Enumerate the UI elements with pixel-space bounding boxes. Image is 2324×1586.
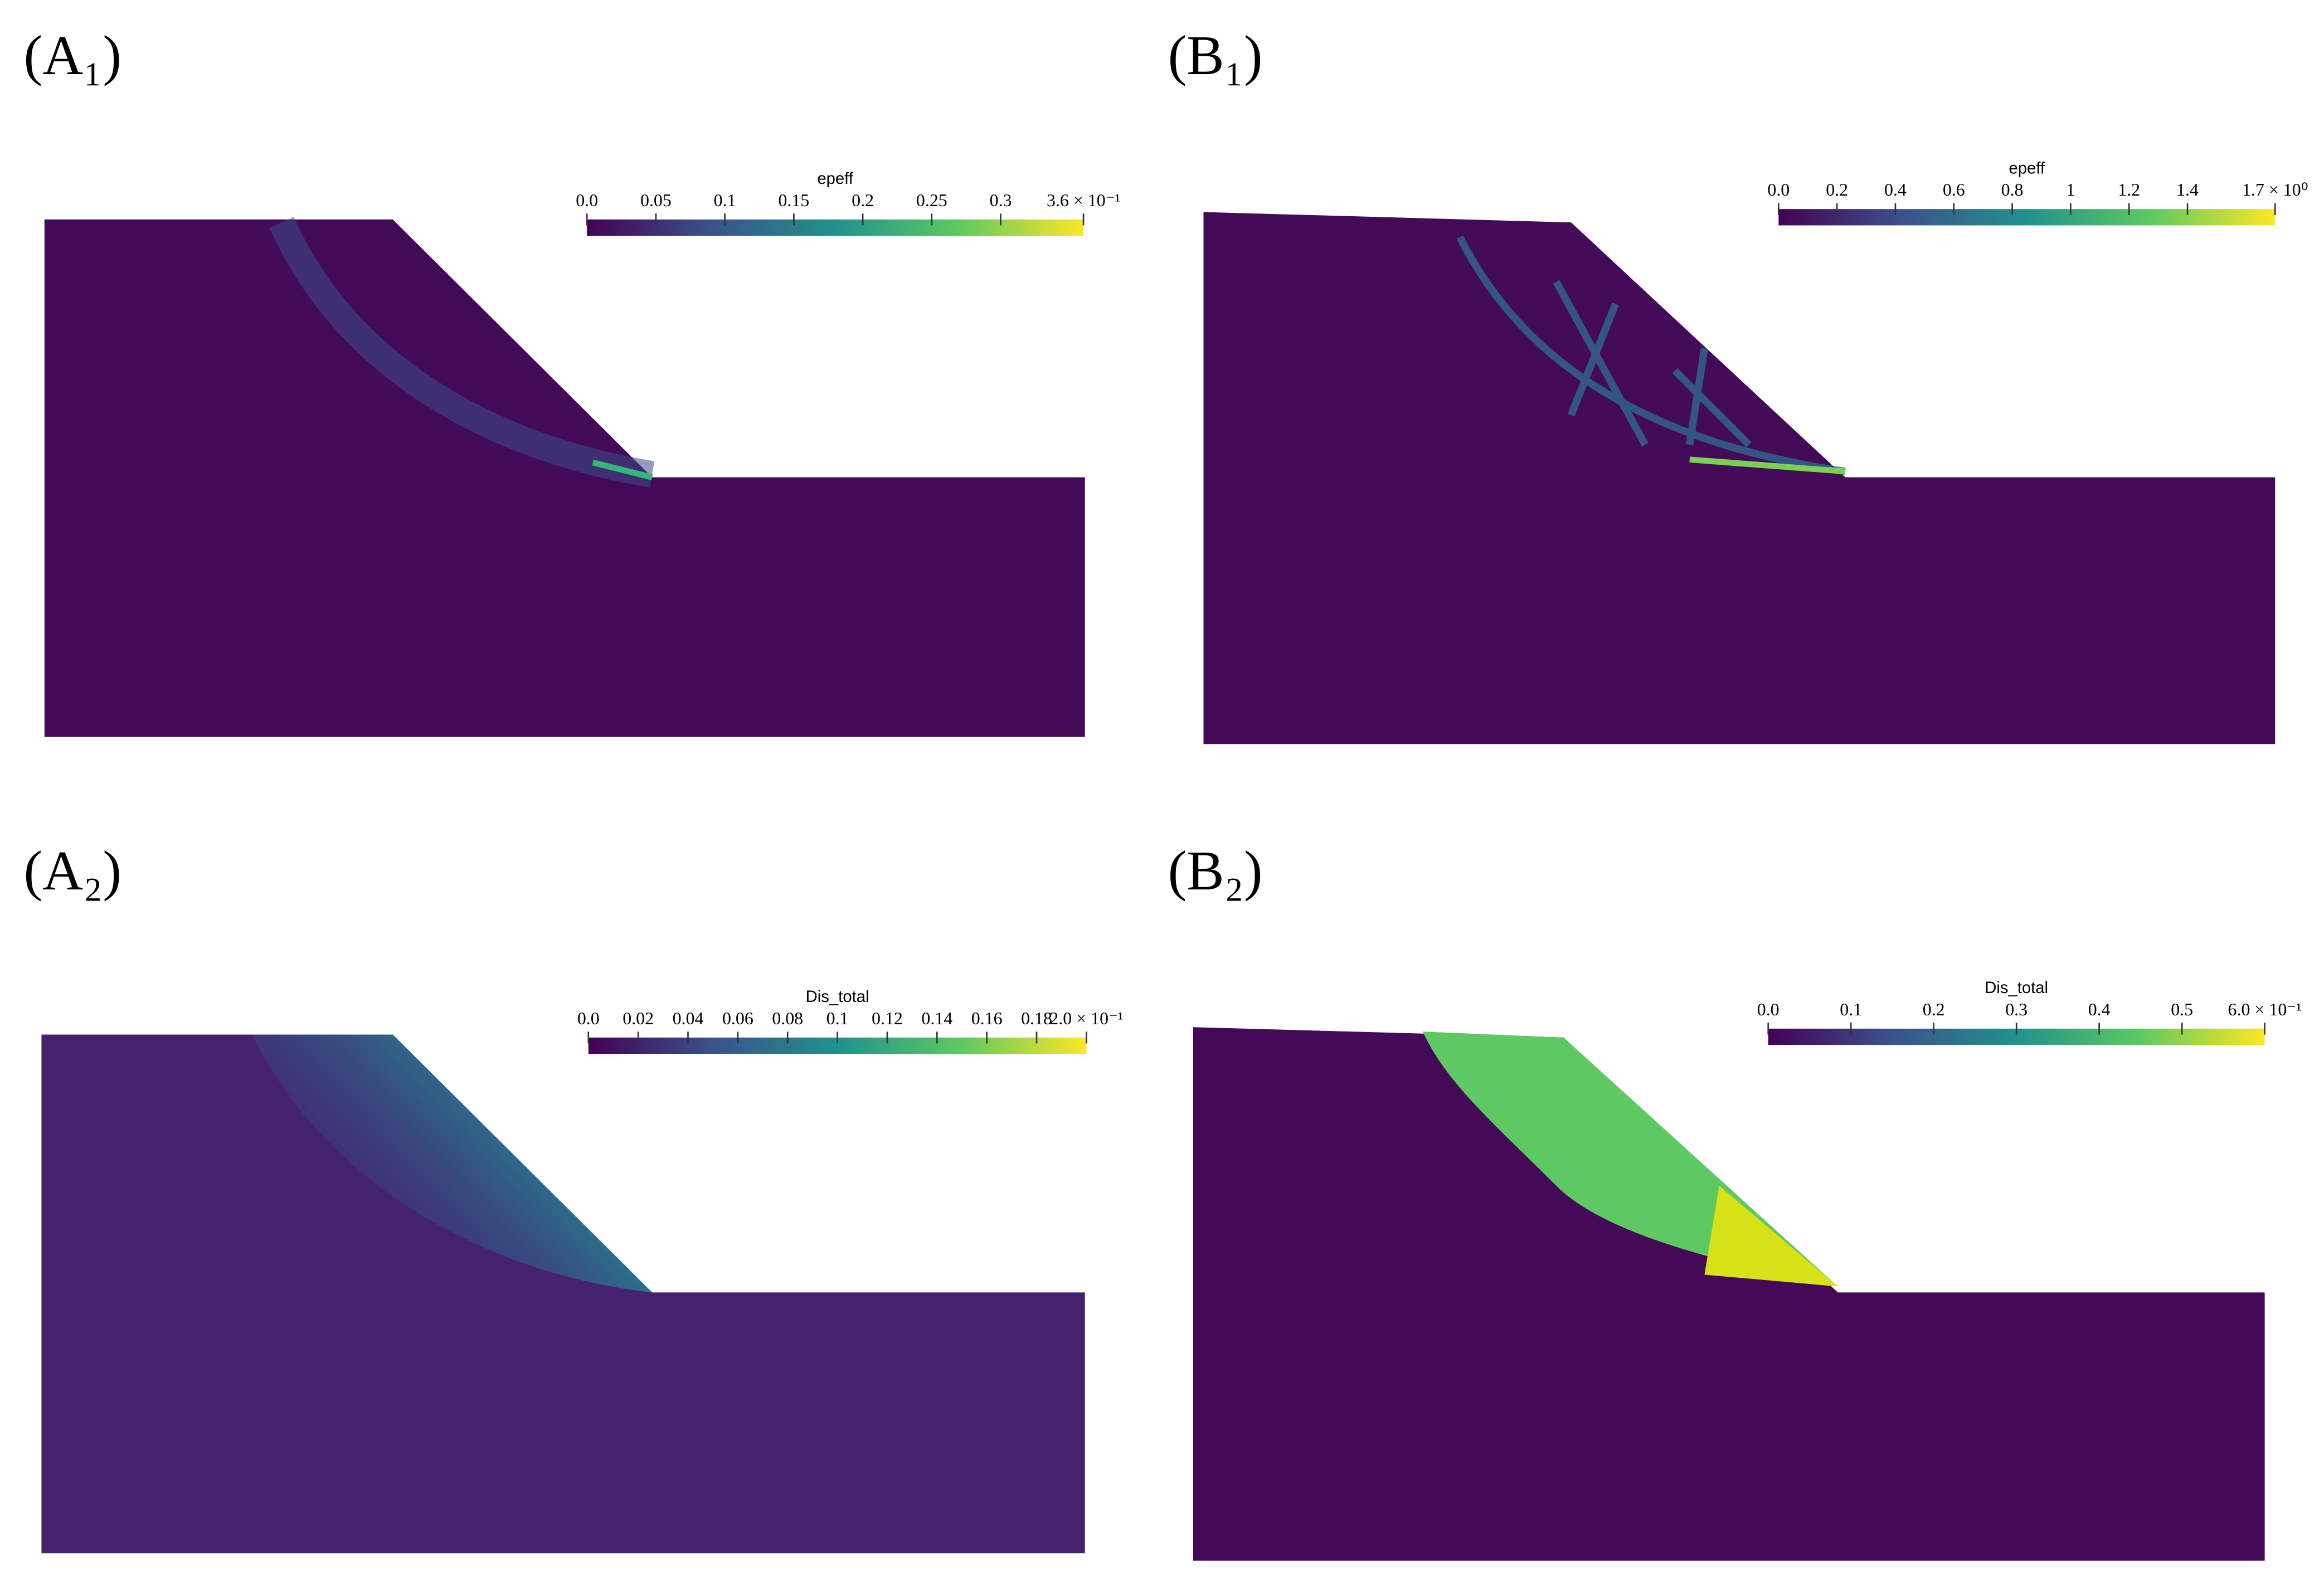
colorbar-tick-label: 0.5	[2171, 1000, 2193, 1019]
colorbar-tick-label: 0.05	[640, 191, 672, 210]
colorbar-tick-label: 0.14	[921, 1009, 952, 1028]
colorbar-tick-label: 0.12	[872, 1009, 903, 1028]
slope-domain	[44, 219, 1085, 737]
panel-label: (B₁)	[1168, 24, 1263, 86]
colorbar-tick-label: 0.0	[1767, 180, 1790, 200]
colorbar-tick-label: 3.6 × 10⁻¹	[1047, 191, 1120, 210]
colorbar-tick-label: 0.6	[1943, 180, 1965, 200]
colorbar-tick-label: 0.06	[722, 1009, 753, 1028]
colorbar-tick-label: 0.3	[2005, 1000, 2028, 1019]
colorbar-tick-label: 0.15	[778, 191, 809, 210]
colorbar-tick-label: 1.2	[2118, 180, 2140, 200]
colorbar	[587, 219, 1084, 236]
colorbar-tick-label: 0.02	[623, 1009, 654, 1028]
colorbar-tick-label: 0.04	[673, 1009, 704, 1028]
colorbar-tick-label: 1.4	[2176, 180, 2199, 200]
colorbar-tick-label: 0.0	[1757, 1000, 1780, 1019]
colorbar-tick-label: 0.4	[2088, 1000, 2111, 1019]
shear-bands	[1456, 235, 1846, 475]
colorbar-tick-label: 0.1	[826, 1009, 849, 1028]
colorbar-tick-label: 0.2	[852, 191, 874, 210]
displacement-peak	[1704, 1185, 1838, 1287]
colorbar-tick-label: 0.0	[576, 191, 598, 210]
colorbar-title: epeff	[2009, 159, 2045, 177]
shear-band	[269, 217, 655, 488]
colorbar-tick-label: 6.0 × 10⁻¹	[2228, 1000, 2302, 1019]
slope-domain	[1193, 1027, 2265, 1561]
colorbar-tick-label: 0.08	[772, 1009, 803, 1028]
colorbar-tick-label: 0.16	[971, 1009, 1003, 1028]
colorbar	[1778, 209, 2276, 226]
colorbar-tick-label: 0.8	[2001, 180, 2024, 200]
colorbar-title: epeff	[817, 170, 853, 188]
colorbar-tick-label: 0.1	[714, 191, 736, 210]
colorbar-tick-label: 0.18	[1021, 1009, 1052, 1028]
slope-domain	[41, 1034, 1085, 1554]
colorbar-tick-label: 0.0	[577, 1009, 600, 1028]
shear-band-tip	[592, 459, 653, 480]
colorbar-tick-label: 1.7 × 10⁰	[2242, 180, 2308, 200]
panel-label: (A₂)	[24, 839, 121, 902]
colorbar-tick-label: 2.0 × 10⁻¹	[1049, 1009, 1123, 1028]
colorbar-tick-label: 0.1	[1840, 1000, 1862, 1019]
colorbar-tick-label: 0.2	[1826, 180, 1848, 200]
colorbar-tick-label: 0.25	[916, 191, 947, 210]
colorbar-tick-label: 0.3	[990, 191, 1012, 210]
slope-domain	[1203, 212, 2276, 745]
shear-band-tip	[1689, 456, 1846, 475]
panel-label: (A₁)	[24, 24, 121, 86]
colorbar-tick-label: 0.4	[1884, 180, 1907, 200]
displacement-zone	[252, 1034, 653, 1293]
colorbar-title: Dis_total	[806, 988, 869, 1006]
colorbar-tick-label: 0.2	[1923, 1000, 1945, 1019]
colorbar-tick-label: 1	[2066, 180, 2075, 200]
panel-label: (B₂)	[1168, 839, 1263, 902]
colorbar-title: Dis_total	[1985, 979, 2048, 997]
